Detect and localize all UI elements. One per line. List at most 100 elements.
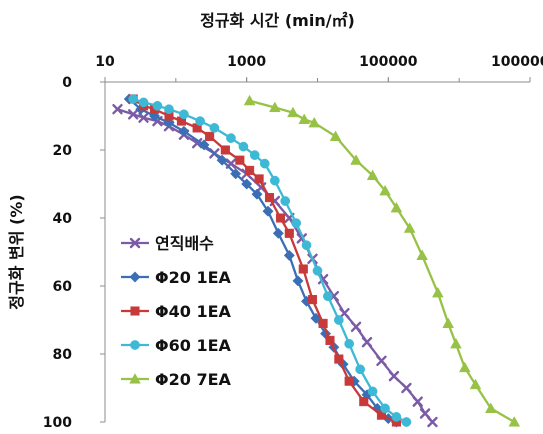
data-point — [254, 174, 264, 184]
data-point — [390, 201, 403, 213]
legend-label: Φ20 1EA — [155, 268, 232, 287]
data-point — [355, 364, 365, 375]
data-point — [416, 249, 428, 260]
x-tick-label: 10 — [95, 54, 115, 70]
data-point — [284, 228, 294, 238]
data-point — [251, 188, 263, 200]
y-tick-label: 100 — [43, 415, 72, 430]
data-point — [164, 104, 174, 115]
y-ticks-group: 0 20 40 60 80 100 — [43, 75, 105, 431]
data-point — [450, 337, 462, 349]
data-point — [112, 104, 123, 115]
data-point — [323, 291, 333, 302]
x-tick-label: 10000000 — [491, 54, 543, 70]
data-point — [376, 355, 387, 366]
data-point — [235, 155, 245, 165]
x-tick-label: 1000 — [227, 54, 266, 70]
y-tick-label: 0 — [62, 75, 72, 91]
data-point — [198, 139, 210, 151]
legend-item: Φ20 7EA — [121, 370, 232, 389]
y-tick-label: 60 — [53, 279, 73, 295]
data-point — [350, 321, 362, 332]
data-point — [287, 106, 299, 118]
series-group-4 — [128, 94, 412, 427]
data-point — [401, 382, 412, 394]
data-point — [195, 116, 205, 126]
axes-group: 10 1000 100000 10000000 0 20 40 60 80 100 정규화 시간… — [7, 11, 543, 431]
data-point — [318, 318, 328, 328]
data-point — [245, 165, 255, 175]
data-point — [249, 150, 260, 160]
data-point — [241, 178, 253, 190]
legend-label: Φ60 1EA — [155, 336, 232, 355]
legend-marker — [129, 271, 141, 283]
series-line — [249, 99, 515, 423]
data-point — [419, 408, 431, 419]
data-point — [255, 182, 267, 193]
data-point — [298, 264, 308, 274]
y-axis-title: 정규화 변위 (%) — [7, 194, 26, 309]
data-point — [388, 370, 400, 382]
legend-item: Φ60 1EA — [121, 336, 232, 355]
data-point — [359, 397, 369, 407]
legend-item: 연직배수 — [121, 234, 214, 253]
data-point — [442, 317, 455, 328]
data-point — [275, 213, 286, 223]
data-point — [339, 308, 350, 319]
data-point — [308, 116, 321, 128]
data-point — [179, 109, 189, 120]
data-point — [272, 227, 284, 239]
data-point — [301, 240, 312, 251]
legend-marker — [130, 306, 140, 316]
series-group — [112, 93, 521, 428]
legend-label: 연직배수 — [155, 234, 214, 253]
legend-marker — [129, 237, 141, 249]
data-point — [243, 94, 256, 106]
data-point — [403, 222, 416, 233]
data-point — [205, 131, 215, 141]
data-point — [412, 396, 423, 407]
data-point — [178, 125, 190, 137]
legend-label: Φ20 7EA — [155, 370, 232, 389]
data-point — [262, 205, 274, 217]
series-group-5 — [243, 94, 521, 427]
legend-marker — [130, 340, 140, 350]
legend: 연직배수 Φ20 1EA Φ40 1EA Φ60 1EA Φ20 7EA — [121, 234, 232, 389]
data-point — [329, 130, 342, 141]
data-point — [283, 249, 295, 261]
data-point — [427, 416, 438, 428]
data-point — [152, 100, 163, 111]
data-point — [379, 184, 391, 196]
data-point — [312, 265, 323, 276]
legend-item: Φ40 1EA — [121, 302, 232, 321]
data-point — [344, 338, 355, 349]
y-tick-label: 80 — [53, 347, 73, 363]
data-point — [238, 141, 249, 152]
data-point — [350, 154, 362, 165]
data-point — [138, 97, 149, 108]
data-point — [508, 416, 521, 427]
legend-label: Φ40 1EA — [155, 302, 232, 321]
data-point — [361, 336, 373, 348]
data-point — [264, 193, 275, 203]
data-point — [269, 101, 281, 113]
data-point — [401, 417, 412, 427]
data-point — [469, 378, 482, 390]
data-point — [127, 109, 139, 120]
data-point — [458, 361, 471, 373]
data-point — [270, 175, 280, 186]
data-point — [432, 286, 444, 298]
data-point — [485, 402, 497, 413]
data-point — [163, 117, 175, 129]
data-point — [259, 158, 270, 169]
data-point — [280, 196, 291, 206]
data-point — [325, 335, 335, 345]
data-point — [307, 295, 318, 305]
data-point — [128, 94, 139, 104]
legend-marker — [129, 373, 141, 384]
data-point — [380, 403, 390, 414]
data-point — [344, 376, 354, 386]
y-tick-label: 20 — [53, 143, 73, 159]
data-point — [230, 168, 242, 180]
